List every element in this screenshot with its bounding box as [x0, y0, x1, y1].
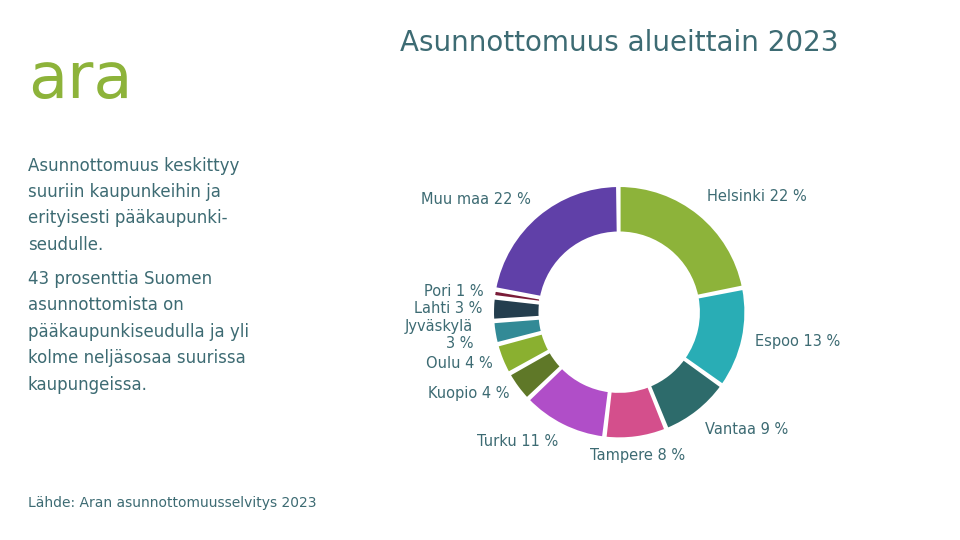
Wedge shape [493, 318, 542, 343]
Text: Helsinki 22 %: Helsinki 22 % [708, 190, 807, 204]
Text: 43 prosenttia Suomen
asunnottomista on
pääkaupunkiseudulla ja yli
kolme neljäsos: 43 prosenttia Suomen asunnottomista on p… [28, 270, 249, 394]
Text: Espoo 13 %: Espoo 13 % [756, 334, 841, 349]
Text: Kuopio 4 %: Kuopio 4 % [428, 386, 509, 401]
Text: Turku 11 %: Turku 11 % [477, 434, 558, 449]
Wedge shape [509, 352, 562, 399]
Wedge shape [619, 186, 743, 296]
Text: Asunnottomuus keskittyy
suuriin kaupunkeihin ja
erityisesti pääkaupunki-
seudull: Asunnottomuus keskittyy suuriin kaupunke… [28, 157, 239, 254]
Wedge shape [494, 186, 618, 298]
Text: Pori 1 %: Pori 1 % [424, 284, 484, 299]
Text: Oulu 4 %: Oulu 4 % [425, 356, 492, 371]
Text: Lahti 3 %: Lahti 3 % [414, 301, 483, 316]
Wedge shape [497, 333, 550, 373]
Wedge shape [493, 290, 541, 302]
Wedge shape [528, 367, 610, 438]
Wedge shape [649, 359, 722, 429]
Text: Asunnottomuus alueittain 2023: Asunnottomuus alueittain 2023 [400, 29, 838, 57]
Text: ara: ara [28, 49, 132, 111]
Text: Jyväskylä
3 %: Jyväskylä 3 % [405, 319, 473, 351]
Wedge shape [684, 288, 746, 385]
Text: Muu maa 22 %: Muu maa 22 % [421, 192, 531, 207]
Wedge shape [492, 298, 540, 320]
Wedge shape [605, 386, 666, 438]
Text: Vantaa 9 %: Vantaa 9 % [706, 422, 788, 437]
Text: Lähde: Aran asunnottomuusselvitys 2023: Lähde: Aran asunnottomuusselvitys 2023 [28, 496, 316, 510]
Text: Tampere 8 %: Tampere 8 % [589, 448, 684, 463]
